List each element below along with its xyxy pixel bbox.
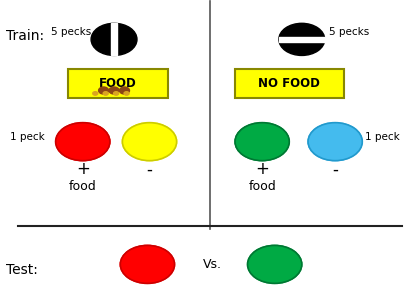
Circle shape [109, 87, 119, 94]
Circle shape [55, 123, 110, 161]
Circle shape [103, 92, 108, 95]
Text: -: - [147, 160, 152, 178]
Text: Test:: Test: [5, 263, 37, 277]
Circle shape [120, 245, 175, 283]
Circle shape [235, 123, 289, 161]
FancyBboxPatch shape [68, 69, 168, 98]
Circle shape [279, 23, 325, 55]
FancyBboxPatch shape [279, 37, 325, 42]
FancyBboxPatch shape [235, 69, 344, 98]
Text: +: + [255, 160, 269, 178]
Text: -: - [332, 160, 338, 178]
Text: Vs.: Vs. [202, 258, 222, 271]
Circle shape [91, 23, 137, 55]
Circle shape [114, 92, 118, 95]
Text: 5 pecks: 5 pecks [52, 27, 92, 37]
Circle shape [247, 245, 302, 283]
Circle shape [308, 123, 362, 161]
Circle shape [99, 87, 109, 94]
Circle shape [119, 87, 129, 94]
Circle shape [93, 92, 98, 95]
Text: 1 peck: 1 peck [10, 132, 45, 142]
Circle shape [122, 123, 177, 161]
Text: Train:: Train: [5, 30, 44, 43]
FancyBboxPatch shape [111, 23, 117, 55]
Text: food: food [69, 181, 97, 194]
Text: NO FOOD: NO FOOD [258, 77, 320, 90]
Circle shape [124, 92, 129, 95]
Text: 5 pecks: 5 pecks [329, 27, 369, 37]
Text: +: + [76, 160, 90, 178]
Text: 1 peck: 1 peck [365, 132, 400, 142]
Text: food: food [248, 181, 276, 194]
Text: FOOD: FOOD [100, 77, 137, 90]
